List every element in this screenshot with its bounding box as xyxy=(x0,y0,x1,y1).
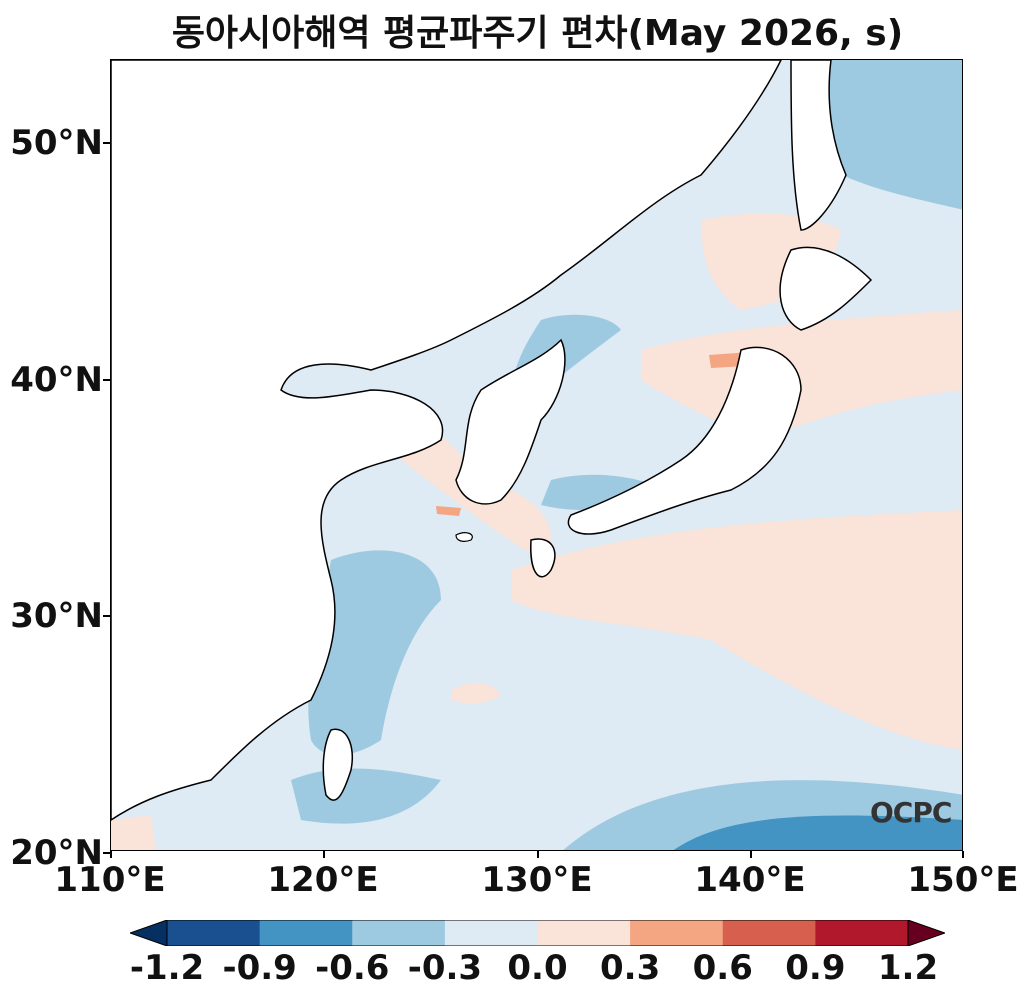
lat-tick-50n xyxy=(103,142,110,144)
japan-honshu xyxy=(567,346,802,535)
positive-anomaly-ryukyu xyxy=(451,683,501,704)
korean-peninsula xyxy=(455,338,566,505)
colorbar-segment xyxy=(444,920,538,946)
lon-tick-110e xyxy=(110,851,112,858)
colorbar-segment xyxy=(167,920,261,946)
lat-label-40n: 40°N xyxy=(10,360,103,400)
negative-anomaly-east-china-sea xyxy=(308,550,441,755)
colorbar-tick-label: -0.6 xyxy=(315,948,390,988)
colorbar-segment xyxy=(352,920,446,946)
colorbar-segment xyxy=(259,920,353,946)
strong-negative-anomaly-south-pacific xyxy=(673,815,962,850)
lon-tick-120e xyxy=(323,851,325,858)
lat-label-20n: 20°N xyxy=(10,833,103,873)
positive-anomaly-south-china xyxy=(111,815,156,850)
colorbar-segment xyxy=(537,920,631,946)
lat-tick-40n xyxy=(103,379,110,381)
colorbar-tick-label: 0.9 xyxy=(785,948,846,988)
colorbar-segments xyxy=(130,920,945,946)
positive-anomaly-east-pacific xyxy=(511,510,962,750)
colorbar-segment xyxy=(722,920,816,946)
colorbar-extend-max xyxy=(907,920,945,946)
lon-tick-130e xyxy=(537,851,539,858)
lon-label-110e: 110°E xyxy=(54,860,166,900)
japan-hokkaido xyxy=(779,246,873,331)
taiwan-island xyxy=(322,728,353,801)
colorbar-tick-label: -0.3 xyxy=(407,948,483,988)
lon-label-120e: 120°E xyxy=(267,860,379,900)
jeju-island xyxy=(455,532,473,542)
colorbar-outline xyxy=(166,920,909,946)
colorbar-segment xyxy=(630,920,724,946)
lon-tick-140e xyxy=(750,851,752,858)
lon-tick-150e xyxy=(962,851,964,858)
lon-label-150e: 150°E xyxy=(907,860,1019,900)
anomaly-field-svg xyxy=(111,60,962,850)
moderate-positive-korea-strait xyxy=(436,506,461,516)
colorbar-tick-label: -0.9 xyxy=(222,948,297,988)
lon-label-130e: 130°E xyxy=(481,860,593,900)
positive-anomaly-pacific-north xyxy=(641,310,962,440)
ocpc-logo: OCPC xyxy=(870,796,952,829)
negative-anomaly-okhotsk xyxy=(814,60,962,210)
lat-tick-20n xyxy=(103,852,110,854)
asian-mainland-landmass xyxy=(111,60,782,821)
colorbar-tick-label: 0.6 xyxy=(692,948,753,988)
colorbar-segment xyxy=(815,920,909,946)
sakhalin-island xyxy=(790,60,847,231)
map-panel xyxy=(110,59,963,851)
colorbar xyxy=(130,920,945,946)
lat-tick-30n xyxy=(103,615,110,617)
colorbar-tick-label: 0.3 xyxy=(600,948,661,988)
colorbar-tick-label: -1.2 xyxy=(129,948,205,988)
lat-label-50n: 50°N xyxy=(10,123,103,163)
colorbar-extend-min xyxy=(130,920,168,946)
colorbar-tick-label: 0.0 xyxy=(507,948,568,988)
map-title: 동아시아해역 평균파주기 편차(May 2026, s) xyxy=(171,13,904,54)
kyushu-island xyxy=(530,538,556,578)
lat-label-30n: 30°N xyxy=(10,596,103,636)
colorbar-tick-label: 1.2 xyxy=(877,948,939,988)
lon-label-140e: 140°E xyxy=(694,860,806,900)
